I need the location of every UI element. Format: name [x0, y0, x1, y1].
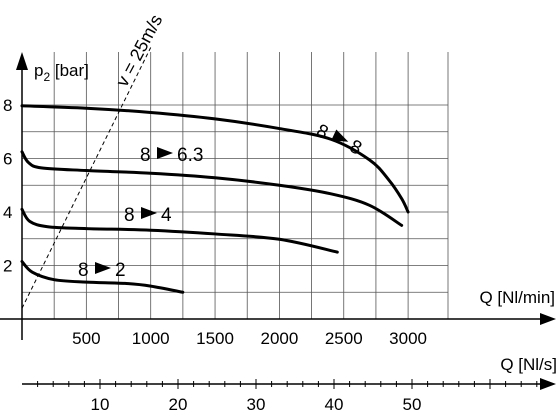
x-tick-label: 2500: [325, 329, 363, 348]
axes: [0, 52, 556, 390]
y-tick-label: 8: [3, 96, 12, 115]
x-tick-label: 1500: [196, 329, 234, 348]
x-axis-arrow: [540, 313, 556, 325]
grid: [22, 52, 449, 319]
x2-axis-arrow: [540, 378, 556, 390]
x2-axis-label: Q [Nl/s]: [500, 355, 557, 374]
x-tick-label: 500: [72, 329, 100, 348]
x2-tick-label: 30: [247, 395, 266, 412]
series-label-end: 4: [161, 205, 172, 226]
series-label-arrow: [331, 129, 349, 142]
series-label-start: 8: [313, 120, 331, 144]
x-axis-label: Q [Nl/min]: [479, 288, 555, 307]
y-tick-label: 4: [3, 203, 12, 222]
y-axis-label: p2 [bar]: [34, 61, 89, 84]
x-tick-label: 1000: [132, 329, 170, 348]
x-tick-label: 2000: [260, 329, 298, 348]
x2-tick-label: 50: [403, 395, 422, 412]
y-tick-label: 2: [3, 257, 12, 276]
curve-0: [20, 104, 410, 214]
x2-tick-label: 10: [91, 395, 110, 412]
curves: [20, 104, 410, 294]
series-label-arrow: [157, 147, 173, 159]
curve-2: [20, 207, 339, 254]
x2-tick-label: 40: [325, 395, 344, 412]
series-label-end: 6.3: [177, 145, 203, 166]
y-axis-arrow: [16, 52, 28, 70]
curve-1: [20, 150, 404, 227]
series-label-end: 2: [115, 260, 126, 281]
velocity-label: v = 25m/s: [112, 11, 167, 90]
y-tick-label: 6: [3, 150, 12, 169]
labels: 2 4 6 8 500 1000 1500 2000 2500 3000 10 20 30 40 50 p2 …: [3, 61, 557, 412]
curve-3: [20, 259, 185, 294]
x-tick-label: 3000: [389, 329, 427, 348]
series-label-start: 8: [140, 145, 151, 166]
series-label-arrow: [141, 207, 157, 219]
x2-tick-label: 20: [169, 395, 188, 412]
series-label-1: 8 6.3: [140, 145, 203, 166]
series-label-start: 8: [78, 260, 89, 281]
series-label-0: 88: [313, 120, 365, 159]
series-label-start: 8: [124, 205, 135, 226]
series-label-arrow: [95, 262, 111, 274]
